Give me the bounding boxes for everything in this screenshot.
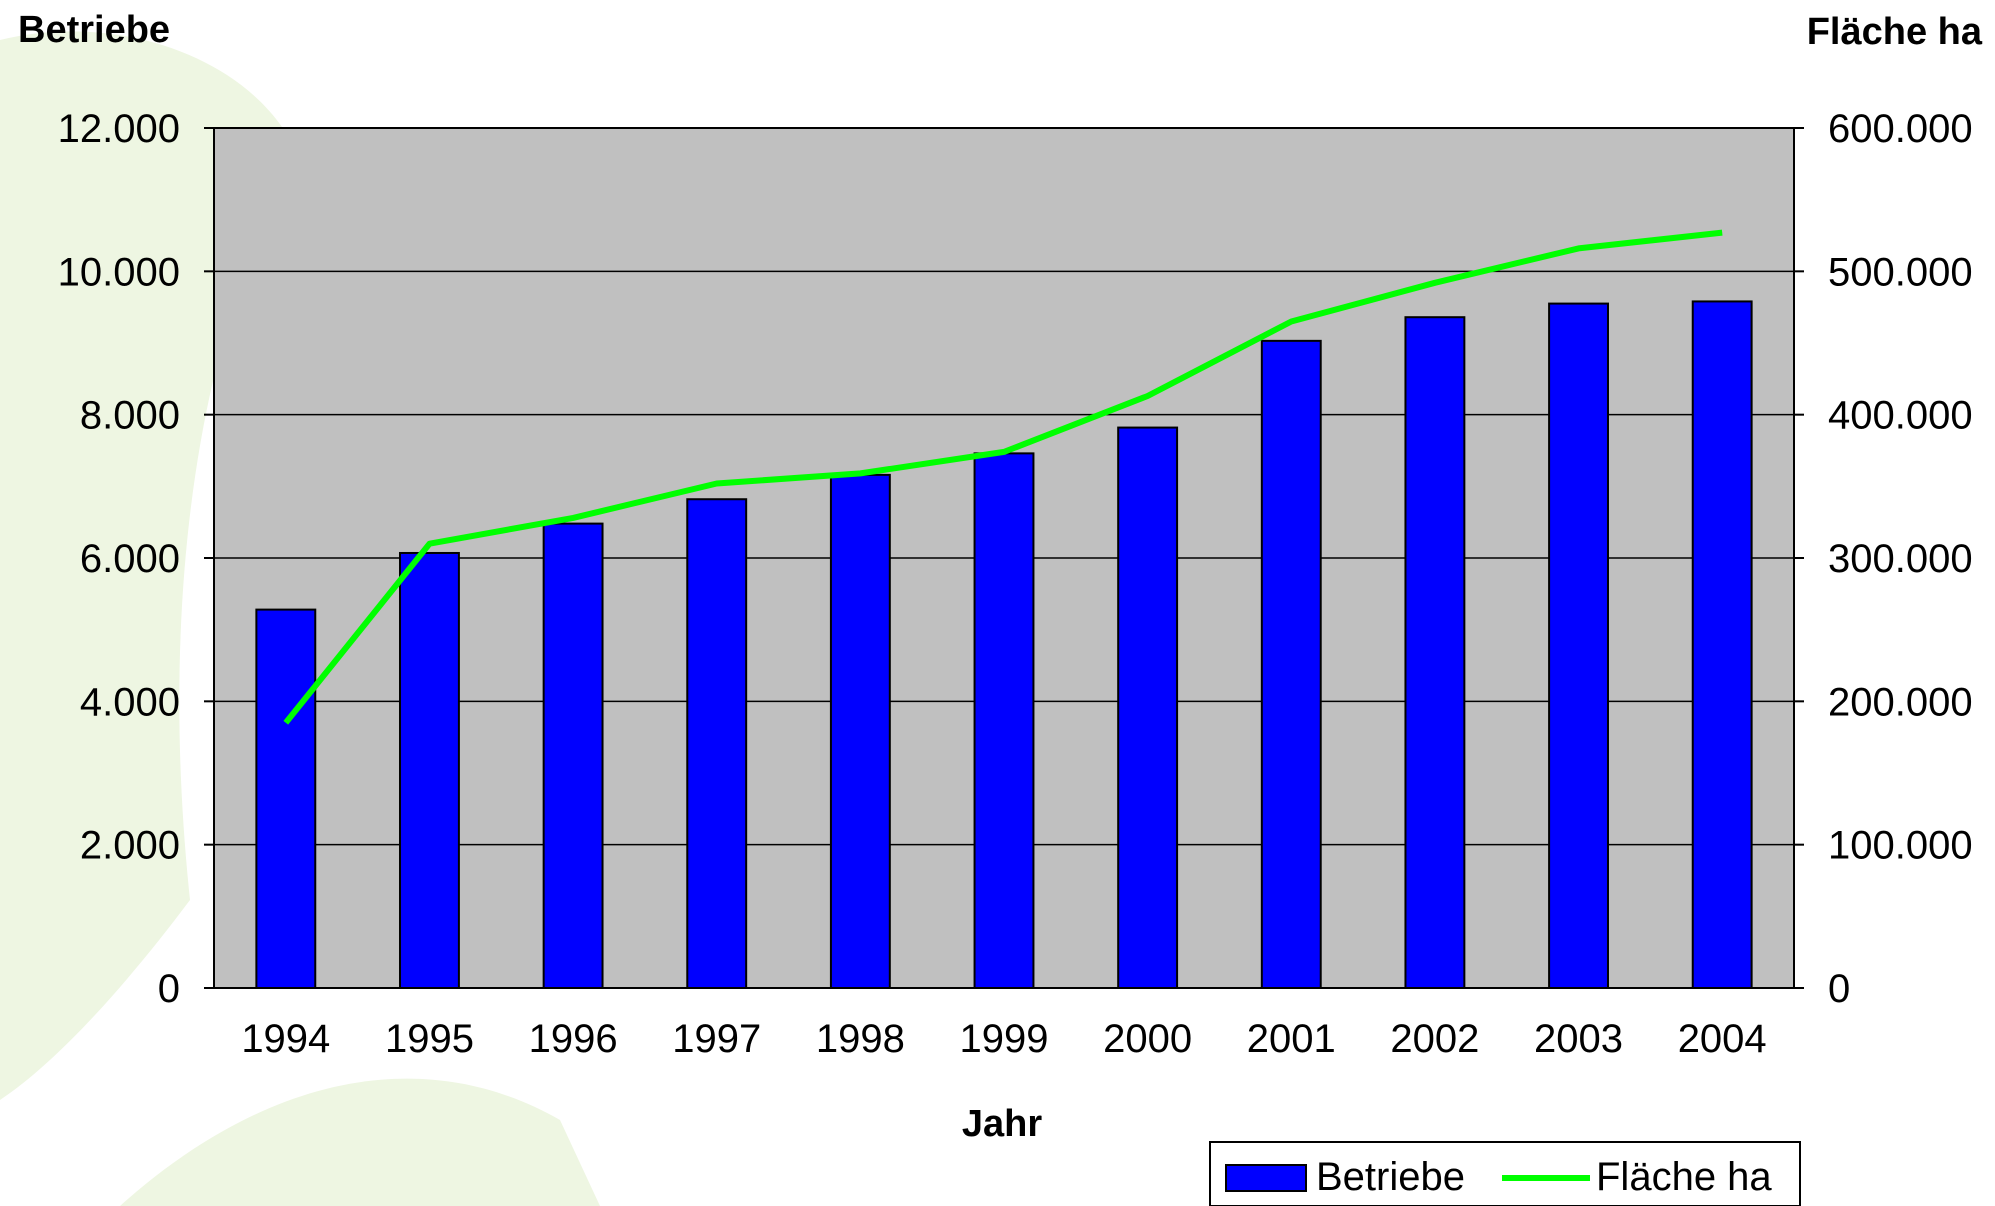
- bar-1999: [973, 452, 1035, 990]
- x-axis-ticks: 1994 1995 1996 1997 1998 1999 2000 2001 2002 2003…: [214, 987, 1794, 1061]
- x-tick-label: 2004: [1678, 1017, 1767, 1061]
- y-tick-label: 4.000: [80, 680, 180, 724]
- y-tick-label: 6.000: [80, 537, 180, 581]
- x-tick-label: 1996: [529, 1017, 618, 1061]
- y-tick-label: 10.000: [58, 250, 180, 294]
- y2-tick-label: 600.000: [1828, 107, 1973, 151]
- x-tick-label: 2001: [1247, 1017, 1336, 1061]
- left-axis-ticks: 0 2.000 4.000 6.000 8.000 10.000 12.000: [58, 107, 214, 1011]
- y2-tick-label: 0: [1828, 967, 1850, 1011]
- x-tick-label: 2002: [1390, 1017, 1479, 1061]
- line-series: [283, 229, 1723, 725]
- bar-2001: [1260, 339, 1322, 990]
- y-axis-title-left: Betriebe: [18, 9, 170, 51]
- bar-2002: [1404, 316, 1466, 989]
- bar-1996: [542, 522, 604, 989]
- bar-1997: [686, 498, 748, 989]
- x-tick-label: 2000: [1103, 1017, 1192, 1061]
- leaf-shape-bottom: [120, 1078, 600, 1206]
- legend-label-flaeche: Fläche ha: [1596, 1155, 1772, 1199]
- legend-box: [1209, 1141, 1801, 1206]
- x-tick-label: 2003: [1534, 1017, 1623, 1061]
- y-axis-title-right: Fläche ha: [1807, 11, 1983, 53]
- x-tick-label: 1999: [960, 1017, 1049, 1061]
- y-tick-label: 8.000: [80, 394, 180, 438]
- legend: Betriebe Fläche ha: [1209, 1141, 1801, 1206]
- bar-1995: [399, 551, 460, 989]
- bar-2004: [1691, 300, 1753, 989]
- bar-1994: [255, 608, 317, 989]
- right-axis-ticks: 0 100.000 200.000 300.000 400.000 500.000 600.…: [1794, 107, 1973, 1011]
- y2-tick-label: 400.000: [1828, 394, 1973, 438]
- y2-tick-label: 500.000: [1828, 250, 1973, 294]
- legend-label-betriebe: Betriebe: [1316, 1155, 1465, 1199]
- bar-2000: [1117, 426, 1179, 990]
- y-tick-label: 2.000: [80, 824, 180, 868]
- legend-swatch-betriebe: [1225, 1164, 1307, 1192]
- bar-2003: [1548, 302, 1609, 990]
- x-axis-title: Jahr: [962, 1103, 1042, 1145]
- y2-tick-label: 200.000: [1828, 680, 1973, 724]
- bar-series: [255, 300, 1753, 990]
- x-tick-label: 1995: [385, 1017, 474, 1061]
- y-tick-label: 0: [158, 967, 180, 1011]
- x-tick-label: 1994: [241, 1017, 330, 1061]
- bar-1998: [829, 473, 891, 990]
- y2-tick-label: 300.000: [1828, 537, 1973, 581]
- y2-tick-label: 100.000: [1828, 824, 1973, 868]
- x-tick-label: 1997: [672, 1017, 761, 1061]
- y-tick-label: 12.000: [58, 107, 180, 151]
- x-tick-label: 1998: [816, 1017, 905, 1061]
